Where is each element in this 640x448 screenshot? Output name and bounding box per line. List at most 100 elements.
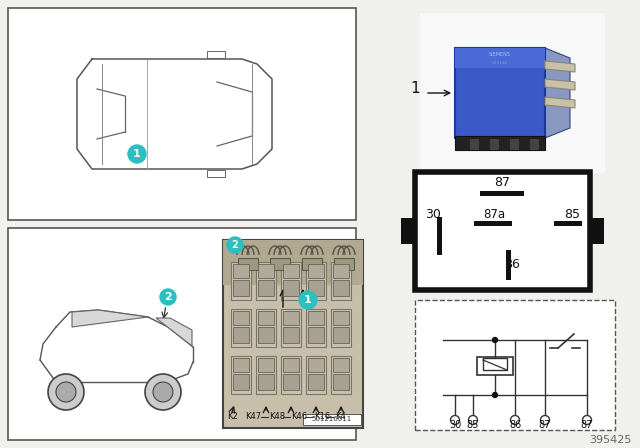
Circle shape xyxy=(128,145,146,163)
Bar xyxy=(223,240,363,285)
Text: 86: 86 xyxy=(504,258,520,271)
Bar xyxy=(233,264,249,278)
Text: 30: 30 xyxy=(425,208,441,221)
Bar xyxy=(8,8,356,220)
Bar xyxy=(281,262,301,300)
Bar xyxy=(333,280,349,296)
Text: 87: 87 xyxy=(539,420,551,430)
Bar xyxy=(258,358,274,372)
Bar xyxy=(306,262,326,300)
Bar xyxy=(238,258,258,270)
Circle shape xyxy=(541,415,550,425)
Text: K48: K48 xyxy=(269,412,285,421)
Bar xyxy=(474,221,512,226)
Text: K16: K16 xyxy=(314,412,330,421)
Bar xyxy=(308,358,324,372)
Bar xyxy=(233,327,249,343)
Circle shape xyxy=(468,415,477,425)
Bar xyxy=(483,358,507,370)
Text: 1: 1 xyxy=(133,149,141,159)
Bar xyxy=(331,262,351,300)
Bar xyxy=(470,139,478,149)
Bar xyxy=(231,356,251,394)
Bar xyxy=(258,264,274,278)
Bar xyxy=(455,48,545,68)
Bar xyxy=(303,414,361,425)
Circle shape xyxy=(48,374,84,410)
Bar xyxy=(233,374,249,390)
Bar xyxy=(590,218,604,244)
Bar xyxy=(333,311,349,325)
Text: 2: 2 xyxy=(164,292,172,302)
Bar xyxy=(231,309,251,347)
Bar xyxy=(256,262,276,300)
Bar xyxy=(258,374,274,390)
Circle shape xyxy=(511,415,520,425)
Bar xyxy=(233,280,249,296)
Bar xyxy=(308,327,324,343)
Circle shape xyxy=(227,237,243,253)
Bar xyxy=(258,280,274,296)
Bar xyxy=(333,327,349,343)
Bar xyxy=(283,358,299,372)
Bar xyxy=(256,356,276,394)
Bar xyxy=(437,217,442,255)
Bar xyxy=(207,170,225,177)
Bar xyxy=(283,327,299,343)
Bar xyxy=(231,262,251,300)
Circle shape xyxy=(493,392,497,397)
Bar xyxy=(233,311,249,325)
Circle shape xyxy=(160,289,176,305)
Bar xyxy=(334,258,354,270)
Text: K2: K2 xyxy=(227,412,237,421)
Text: 1: 1 xyxy=(304,295,312,305)
Text: K46: K46 xyxy=(291,412,307,421)
Text: 87: 87 xyxy=(581,420,593,430)
Bar xyxy=(333,358,349,372)
Text: K4: K4 xyxy=(335,412,346,421)
Polygon shape xyxy=(72,310,148,327)
Polygon shape xyxy=(545,79,575,90)
Bar xyxy=(270,258,290,270)
Polygon shape xyxy=(545,61,575,72)
Circle shape xyxy=(582,415,591,425)
Circle shape xyxy=(493,337,497,343)
Bar xyxy=(506,250,511,280)
Bar xyxy=(308,374,324,390)
Bar xyxy=(420,13,605,173)
Bar xyxy=(415,172,590,290)
Bar xyxy=(306,309,326,347)
Text: 2: 2 xyxy=(232,240,238,250)
Bar xyxy=(283,374,299,390)
Bar xyxy=(308,264,324,278)
Polygon shape xyxy=(545,97,575,108)
Circle shape xyxy=(145,374,181,410)
Bar xyxy=(281,356,301,394)
Bar xyxy=(333,374,349,390)
Text: 395425: 395425 xyxy=(589,435,631,445)
Bar xyxy=(306,356,326,394)
Circle shape xyxy=(153,382,173,402)
Bar xyxy=(233,358,249,372)
Bar xyxy=(308,280,324,296)
Bar xyxy=(302,258,322,270)
Bar xyxy=(283,280,299,296)
Bar xyxy=(490,139,498,149)
Bar xyxy=(8,228,356,440)
Bar xyxy=(207,51,225,58)
Bar xyxy=(308,311,324,325)
Bar xyxy=(415,300,615,430)
Bar xyxy=(331,309,351,347)
Bar xyxy=(477,357,513,375)
Bar xyxy=(256,309,276,347)
Bar xyxy=(258,327,274,343)
Text: SIEMENS: SIEMENS xyxy=(489,52,511,57)
Bar xyxy=(281,309,301,347)
Polygon shape xyxy=(156,318,192,346)
Bar xyxy=(333,264,349,278)
Text: 30: 30 xyxy=(449,420,461,430)
Bar xyxy=(401,218,415,244)
Text: K47: K47 xyxy=(245,412,261,421)
Bar xyxy=(530,139,538,149)
Bar xyxy=(510,139,518,149)
